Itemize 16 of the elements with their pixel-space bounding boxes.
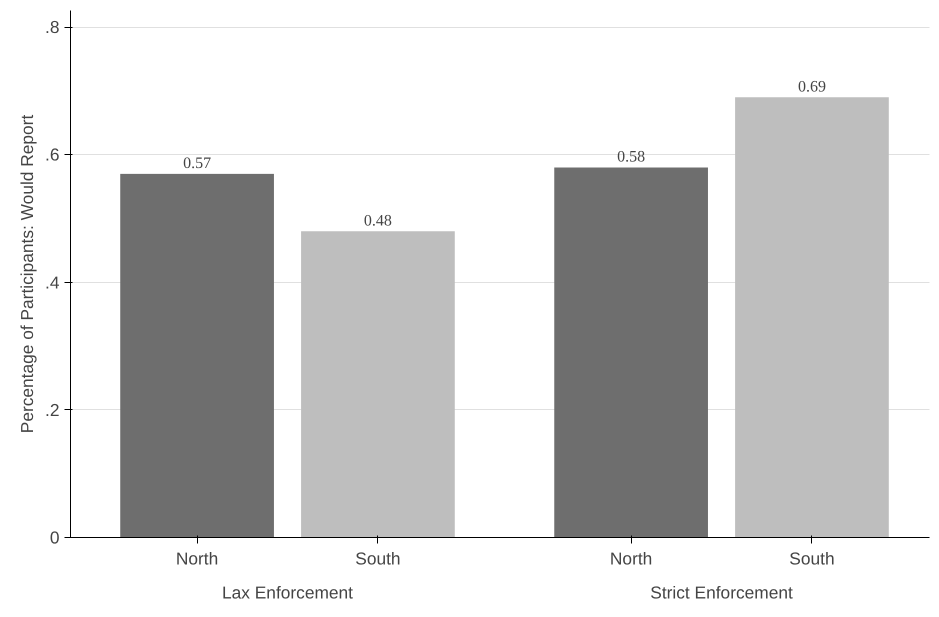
text: Lax Enforcement bbox=[222, 582, 354, 602]
data-label: 0.48 bbox=[364, 212, 392, 230]
text: Strict Enforcement bbox=[650, 582, 793, 602]
y-tick-label: .4 bbox=[45, 272, 60, 292]
x-tick-label: North bbox=[610, 548, 652, 568]
data-label: 0.57 bbox=[183, 154, 212, 172]
x-tick-label: South bbox=[355, 548, 401, 568]
y-tick-label: 0 bbox=[50, 528, 60, 548]
y-tick-label: .6 bbox=[45, 144, 60, 165]
y-axis-title: Percentage of Participants: Would Report bbox=[17, 114, 38, 434]
x-tick-label: South bbox=[789, 548, 835, 568]
x-tick-label: North bbox=[176, 548, 218, 568]
data-label: 0.69 bbox=[798, 78, 826, 96]
data-label: 0.58 bbox=[617, 148, 646, 166]
y-tick-label: .8 bbox=[45, 17, 60, 38]
y-tick-label: .2 bbox=[45, 400, 60, 420]
